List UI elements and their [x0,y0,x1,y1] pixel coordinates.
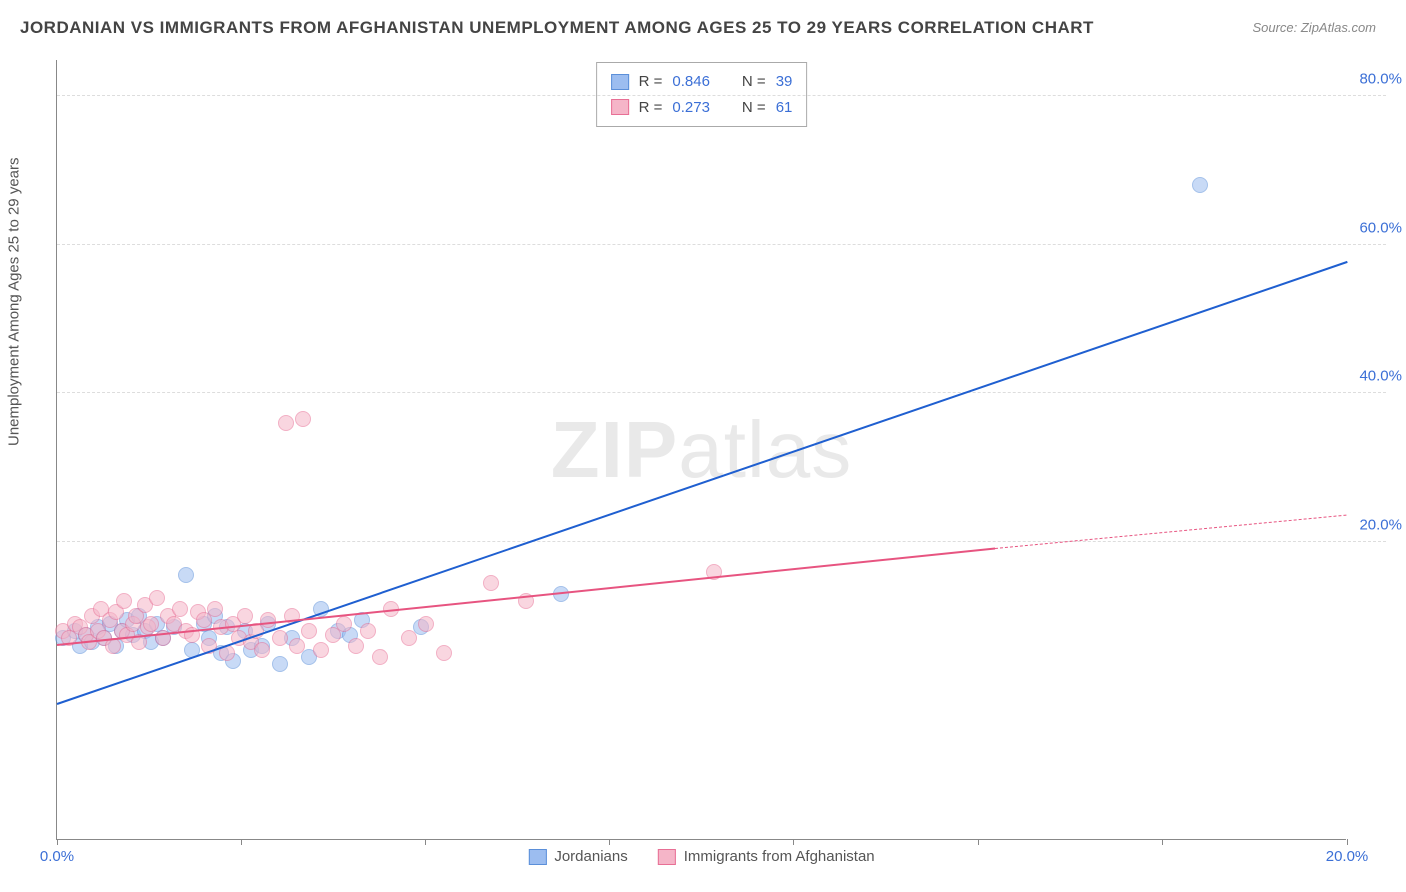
data-point [272,630,288,646]
legend-item: Jordanians [528,848,627,865]
legend-n-label: N = [742,69,766,95]
legend-n-value: 39 [776,69,793,95]
data-point [207,601,223,617]
source-attribution: Source: ZipAtlas.com [1252,20,1376,35]
legend-r-value: 0.846 [672,69,710,95]
trend-line [57,547,995,646]
data-point [278,415,294,431]
legend-series: Jordanians Immigrants from Afghanistan [528,848,874,865]
legend-n-label: N = [742,95,766,121]
y-axis-label: Unemployment Among Ages 25 to 29 years [6,157,23,446]
data-point [172,601,188,617]
data-point [372,649,388,665]
data-point [143,616,159,632]
data-point [272,656,288,672]
y-tick-label: 40.0% [1359,368,1402,385]
x-tick [57,839,58,845]
legend-series-label: Jordanians [554,848,627,865]
data-point [237,608,253,624]
trend-line [995,515,1347,549]
data-point [1192,177,1208,193]
chart-title: JORDANIAN VS IMMIGRANTS FROM AFGHANISTAN… [20,18,1094,38]
data-point [116,593,132,609]
gridline-h [57,541,1386,542]
x-tick-label: 20.0% [1326,848,1369,865]
data-point [401,630,417,646]
data-point [289,638,305,654]
x-tick [241,839,242,845]
data-point [418,616,434,632]
data-point [436,645,452,661]
plot-area: ZIPatlas R =0.846N =39R =0.273N =61 Jord… [56,60,1346,840]
x-tick [978,839,979,845]
x-tick [1347,839,1348,845]
legend-row: R = 0.273 N = 61 [611,95,793,121]
data-point [301,623,317,639]
watermark-bold: ZIP [551,405,678,494]
data-point [360,623,376,639]
gridline-h [57,244,1386,245]
legend-swatch [611,99,629,115]
legend-r-value: 0.273 [672,95,710,121]
x-tick [793,839,794,845]
legend-swatch [611,74,629,90]
y-tick-label: 80.0% [1359,71,1402,88]
x-tick-label: 0.0% [40,848,74,865]
legend-r-label: R = [639,69,663,95]
data-point [149,590,165,606]
legend-swatch [528,849,546,865]
y-tick-label: 20.0% [1359,516,1402,533]
data-point [348,638,364,654]
gridline-h [57,392,1386,393]
x-tick [609,839,610,845]
legend-n-value: 61 [776,95,793,121]
data-point [336,616,352,632]
data-point [313,642,329,658]
x-tick [1162,839,1163,845]
data-point [483,575,499,591]
x-tick [425,839,426,845]
legend-r-label: R = [639,95,663,121]
legend-swatch [658,849,676,865]
legend-series-label: Immigrants from Afghanistan [684,848,875,865]
y-tick-label: 60.0% [1359,219,1402,236]
data-point [178,567,194,583]
gridline-h [57,95,1386,96]
trend-line [57,261,1348,705]
data-point [260,612,276,628]
data-point [254,642,270,658]
legend-row: R = 0.846 N = 39 [611,69,793,95]
legend-item: Immigrants from Afghanistan [658,848,875,865]
data-point [295,411,311,427]
